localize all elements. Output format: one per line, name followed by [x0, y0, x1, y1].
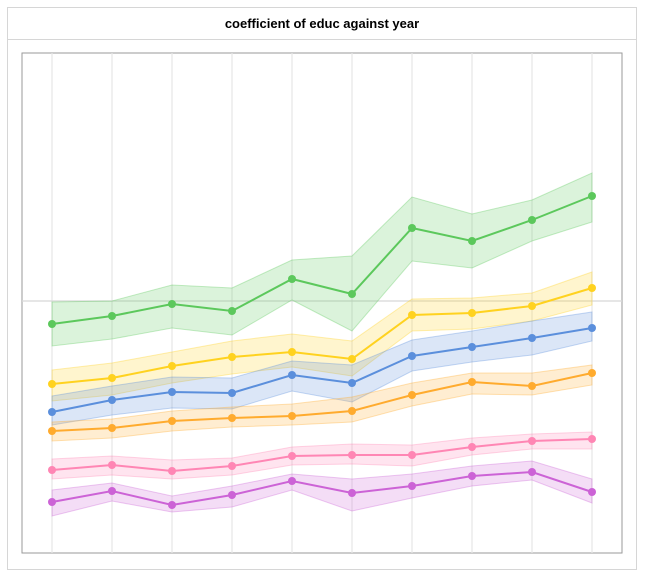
chart-title: coefficient of educ against year [224, 16, 420, 31]
series-line [51, 438, 593, 473]
data-point [468, 343, 476, 351]
data-point [348, 379, 356, 387]
data-point [348, 355, 356, 363]
data-point [108, 396, 116, 404]
data-point [408, 352, 416, 360]
data-point [528, 216, 536, 224]
data-point [288, 452, 296, 460]
data-point [468, 378, 476, 386]
data-point [48, 380, 56, 388]
data-point [588, 369, 596, 377]
data-point [48, 498, 56, 506]
data-point [588, 284, 596, 292]
data-point [408, 451, 416, 459]
data-point [168, 388, 176, 396]
data-point [408, 224, 416, 232]
series-line [51, 287, 593, 385]
data-point [168, 467, 176, 475]
series-line [51, 470, 593, 507]
data-point [468, 237, 476, 245]
data-point [108, 424, 116, 432]
data-point [528, 468, 536, 476]
data-point [108, 487, 116, 495]
data-point [228, 307, 236, 315]
data-point [288, 412, 296, 420]
data-point [108, 374, 116, 382]
data-point [468, 472, 476, 480]
data-point [348, 407, 356, 415]
data-point [228, 414, 236, 422]
data-point [288, 348, 296, 356]
data-point [108, 461, 116, 469]
series-line [51, 327, 593, 413]
data-point [528, 382, 536, 390]
series-line [51, 372, 593, 432]
data-point [108, 312, 116, 320]
data-point [48, 320, 56, 328]
data-point [588, 324, 596, 332]
data-point [588, 192, 596, 200]
confidence-band [51, 271, 593, 402]
data-point [588, 435, 596, 443]
series-line [51, 195, 593, 325]
data-point [48, 427, 56, 435]
data-point [228, 462, 236, 470]
data-point [408, 391, 416, 399]
data-point [228, 353, 236, 361]
data-point [288, 275, 296, 283]
data-point [408, 311, 416, 319]
data-point [528, 302, 536, 310]
data-point [408, 482, 416, 490]
data-point [528, 437, 536, 445]
data-point [48, 466, 56, 474]
confidence-band [51, 364, 593, 442]
plot-area [21, 52, 623, 554]
data-point [48, 408, 56, 416]
confidence-band [51, 311, 593, 426]
data-point [168, 417, 176, 425]
data-point [228, 491, 236, 499]
data-point [168, 501, 176, 509]
confidence-band [51, 172, 593, 347]
data-point [288, 371, 296, 379]
data-point [468, 443, 476, 451]
data-point [468, 309, 476, 317]
chart-title-bar: coefficient of educ against year [8, 8, 636, 40]
data-point [228, 389, 236, 397]
data-point [168, 362, 176, 370]
data-point [348, 451, 356, 459]
data-point [588, 488, 596, 496]
data-point [348, 489, 356, 497]
data-point [288, 477, 296, 485]
data-point [348, 290, 356, 298]
data-point [168, 300, 176, 308]
data-point [528, 334, 536, 342]
